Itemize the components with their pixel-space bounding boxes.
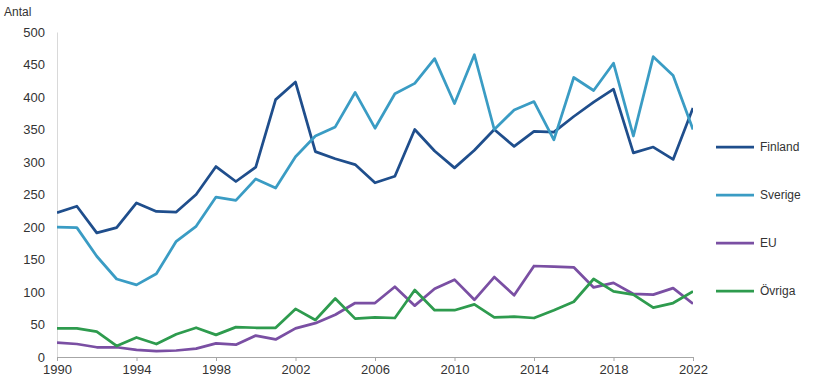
x-tick-mark <box>614 357 615 361</box>
x-tick-mark <box>216 357 217 361</box>
x-tick-label: 1990 <box>43 362 72 377</box>
y-tick: 300 <box>23 155 57 170</box>
y-axis-line <box>57 33 58 358</box>
legend-label: EU <box>760 236 777 250</box>
x-tick-mark <box>534 357 535 361</box>
y-tick-label: 100 <box>23 285 45 300</box>
x-tick: 2006 <box>361 357 390 377</box>
y-tick-label: 50 <box>31 317 45 332</box>
x-tick: 1990 <box>43 357 72 377</box>
legend-label: Finland <box>760 140 799 154</box>
x-tick-label: 2010 <box>441 362 470 377</box>
x-tick: 2010 <box>441 357 470 377</box>
x-tick-mark <box>296 357 297 361</box>
x-tick-mark <box>137 357 138 361</box>
series-line <box>57 55 693 285</box>
x-tick-label: 1998 <box>202 362 231 377</box>
legend-swatch <box>716 146 754 149</box>
y-tick-label: 500 <box>23 25 45 40</box>
x-tick-label: 2002 <box>282 362 311 377</box>
x-tick-label: 2022 <box>679 362 708 377</box>
x-tick-label: 2018 <box>600 362 629 377</box>
y-tick-label: 350 <box>23 122 45 137</box>
series-line <box>57 82 693 233</box>
y-tick: 250 <box>23 187 57 202</box>
series-line <box>57 266 693 351</box>
x-tick-label: 2014 <box>520 362 549 377</box>
x-tick-mark <box>57 357 58 361</box>
legend-swatch <box>716 194 754 197</box>
y-axis: 050100150200250300350400450500 <box>23 25 57 365</box>
x-tick: 1994 <box>123 357 152 377</box>
legend-swatch <box>716 290 754 293</box>
x-tick: 2002 <box>282 357 311 377</box>
x-axis-line <box>58 358 694 362</box>
y-tick: 400 <box>23 90 57 105</box>
y-axis-title: Antal <box>4 5 31 19</box>
legend-label: Sverige <box>760 188 801 202</box>
x-tick-mark <box>455 357 456 361</box>
x-axis: 1990 1994 1998 2002 2006 2010 2014 2018 2022 <box>43 357 708 377</box>
legend: Finland Sverige EU Övriga <box>716 140 801 298</box>
x-tick-label: 2006 <box>361 362 390 377</box>
x-tick: 2022 <box>679 357 708 377</box>
x-tick-mark <box>375 357 376 361</box>
y-tick-label: 200 <box>23 220 45 235</box>
y-tick: 450 <box>23 57 57 72</box>
y-tick-label: 300 <box>23 155 45 170</box>
x-tick: 1998 <box>202 357 231 377</box>
y-tick-label: 400 <box>23 90 45 105</box>
series-line <box>57 279 693 346</box>
legend-label: Övriga <box>760 284 796 298</box>
y-tick: 150 <box>23 252 57 267</box>
y-tick: 500 <box>23 25 57 40</box>
y-tick: 100 <box>23 285 57 300</box>
y-tick-label: 450 <box>23 57 45 72</box>
y-tick: 350 <box>23 122 57 137</box>
y-tick-label: 250 <box>23 187 45 202</box>
x-tick-label: 1994 <box>123 362 152 377</box>
y-tick: 200 <box>23 220 57 235</box>
legend-swatch <box>716 242 754 245</box>
x-tick: 2018 <box>600 357 629 377</box>
chart: 0501001502002503003504004505001990199419… <box>0 0 828 384</box>
plot-area <box>57 55 693 351</box>
x-tick-mark <box>693 357 694 361</box>
x-tick: 2014 <box>520 357 549 377</box>
y-tick-label: 150 <box>23 252 45 267</box>
y-tick: 50 <box>31 317 57 332</box>
